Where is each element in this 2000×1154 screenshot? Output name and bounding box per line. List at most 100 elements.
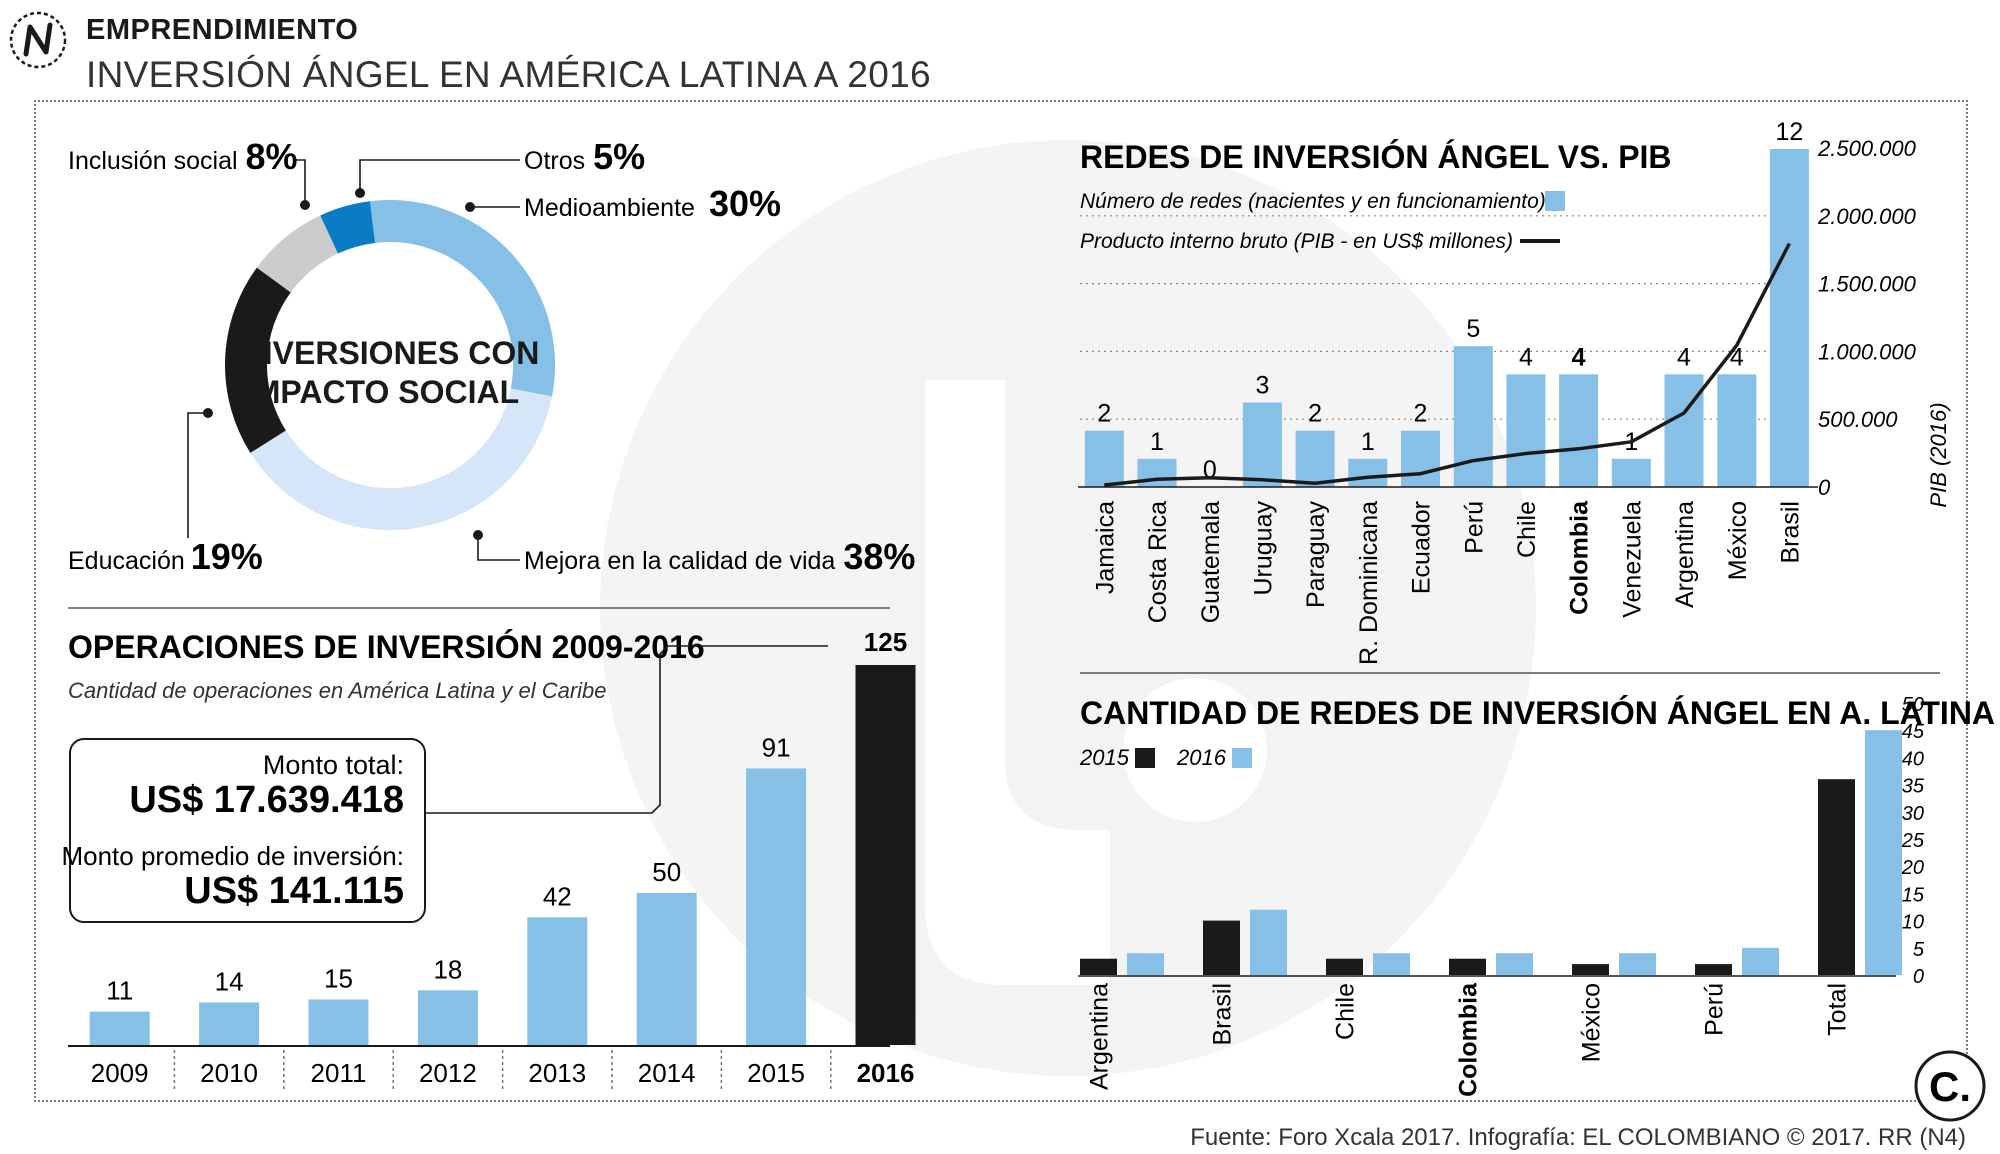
donut-center-title-line1: INVERSIONES CON — [241, 335, 540, 371]
redes-grouped-category-label: Colombia — [1455, 982, 1483, 1097]
ops-category-label: 2016 — [857, 1058, 915, 1088]
total-amount-label: Monto total: — [263, 750, 404, 780]
redes-category-label: Guatemala — [1197, 501, 1225, 623]
ops-bar-2016 — [855, 665, 916, 1045]
redes-2016-bar-chile — [1373, 953, 1410, 975]
redes-grouped-category-label: Total — [1824, 983, 1852, 1036]
redes-value-label: 5 — [1466, 315, 1480, 343]
redes-2015-bar-colombia — [1449, 958, 1486, 975]
redes-2016-bar-brasil — [1250, 909, 1287, 975]
redes-axis-tick: 15 — [1902, 884, 1925, 906]
redes-2016-bar-m-xico — [1619, 953, 1656, 975]
donut-center-title-line2: IMPACTO SOCIAL — [245, 374, 519, 410]
redes-value-label: 4 — [1519, 343, 1533, 371]
redes-category-label: Brasil — [1776, 501, 1804, 564]
redes-axis-tick: 5 — [1913, 939, 1925, 961]
donut-slice-inclusi-n-social — [256, 215, 339, 293]
ops-value-label: 91 — [762, 732, 791, 762]
redes-2015-bar-chile — [1326, 958, 1363, 975]
redes-2016-bar-argentina — [1127, 953, 1164, 975]
watermark-logo — [600, 140, 1536, 1076]
redes-axis-tick: 25 — [1901, 830, 1925, 852]
pib-legend-redes-swatch — [1545, 191, 1565, 211]
ops-value-label: 18 — [433, 954, 462, 984]
pib-line — [1104, 242, 1791, 487]
redes-2015-bar-m-xico — [1572, 964, 1609, 975]
redes-grouped-category-label: Perú — [1701, 983, 1729, 1036]
redes-category-label: Colombia — [1566, 500, 1594, 615]
redes-bar-chile — [1506, 374, 1546, 487]
donut-slice-mejora-en-la-calidad-de-vida — [250, 388, 553, 531]
redes-value-label: 1 — [1150, 428, 1164, 456]
redes-value-label: 4 — [1677, 343, 1691, 371]
ops-bar-chart: 11 2009 14 2010 15 2011 18 2012 42 2013 50 2014 91 20… — [68, 627, 916, 1090]
redes-legend-2016: 2016 — [1176, 745, 1227, 770]
ops-value-label: 125 — [864, 627, 907, 657]
ops-bar-2012 — [417, 990, 478, 1045]
pib-axis-tick: 1.000.000 — [1818, 339, 1917, 364]
avg-amount-label: Monto promedio de inversión: — [61, 841, 404, 871]
redes-2016-bar-colombia — [1496, 953, 1533, 975]
redes-axis-tick: 50 — [1902, 694, 1924, 716]
ops-category-label: 2011 — [311, 1058, 367, 1088]
ops-bar-2010 — [199, 1002, 260, 1045]
redes-value-label: 0 — [1203, 456, 1217, 484]
redes-2015-bar-argentina — [1080, 958, 1117, 975]
pib-axis-tick: 500.000 — [1818, 407, 1898, 432]
ops-bar-2009 — [89, 1011, 150, 1045]
redes-2015-bar-total — [1818, 779, 1855, 975]
redes-legend-2015-swatch — [1135, 748, 1155, 768]
ops-category-label: 2015 — [747, 1058, 805, 1088]
redes-legend-2015: 2015 — [1079, 745, 1130, 770]
avg-amount-value: US$ 141.115 — [184, 870, 404, 912]
ops-category-label: 2012 — [419, 1058, 477, 1088]
slice-label-calidad-vida: Mejora en la calidad de vida 38% — [524, 536, 915, 577]
redes-bar-costa-rica — [1137, 458, 1177, 487]
slice-label-medioambiente: Medioambiente 30% — [524, 183, 781, 224]
ops-value-label: 42 — [543, 881, 572, 911]
redes-value-label: 2 — [1308, 400, 1322, 428]
pib-axis-tick: 0 — [1818, 475, 1831, 500]
redes-axis-tick: 45 — [1902, 721, 1925, 743]
pib-chart-title: REDES DE INVERSIÓN ÁNGEL VS. PIB — [1080, 139, 1672, 175]
redes-bar-r-dominicana — [1348, 458, 1388, 487]
redes-legend-2016-swatch — [1232, 748, 1252, 768]
donut-chart — [225, 200, 556, 531]
slice-label-otros: Otros 5% — [524, 136, 645, 177]
redes-axis-tick: 35 — [1902, 776, 1925, 798]
redes-category-label: Uruguay — [1249, 501, 1277, 596]
pib-axis-tick: 1.500.000 — [1818, 272, 1917, 297]
callout-leader-line — [425, 645, 828, 814]
donut-slice-otros — [320, 201, 376, 254]
redes-category-label: Paraguay — [1302, 501, 1330, 609]
redes-bar-paraguay — [1295, 430, 1335, 487]
redes-value-label: 2 — [1414, 400, 1428, 428]
donut-leader-dots — [203, 188, 483, 540]
redes-grouped-category-label: Brasil — [1209, 983, 1237, 1046]
redes-axis-tick: 20 — [1901, 857, 1924, 879]
ops-value-label: 50 — [652, 857, 681, 887]
pib-axis-label: PIB (2016) — [1926, 402, 1951, 507]
pib-axis-tick: 2.500.000 — [1817, 136, 1917, 161]
redes-category-label: Argentina — [1671, 501, 1699, 608]
ops-category-label: 2010 — [200, 1058, 258, 1088]
redes-value-label: 4 — [1572, 343, 1586, 371]
donut-leader-lines — [187, 159, 520, 561]
donut-slice-medioambiente — [369, 200, 556, 397]
redes-axis-tick: 0 — [1913, 966, 1924, 988]
redes-category-label: México — [1724, 501, 1752, 580]
ops-category-label: 2013 — [528, 1058, 586, 1088]
redes-bar-jamaica — [1084, 430, 1124, 487]
section-label: EMPRENDIMIENTO — [86, 14, 359, 46]
ops-value-label: 15 — [324, 963, 353, 993]
redes-2015-bar-brasil — [1203, 920, 1240, 975]
pib-axis-tick: 2.000.000 — [1817, 204, 1917, 229]
redes-category-label: Perú — [1460, 501, 1488, 554]
n-logo-icon — [9, 11, 67, 69]
ops-bar-2011 — [308, 999, 369, 1045]
ops-bar-2013 — [527, 917, 588, 1045]
redes-chart-title: CANTIDAD DE REDES DE INVERSIÓN ÁNGEL EN … — [1080, 695, 1995, 731]
ops-bar-2014 — [636, 893, 697, 1045]
total-amount-value: US$ 17.639.418 — [129, 779, 404, 821]
redes-value-label: 12 — [1775, 118, 1803, 146]
